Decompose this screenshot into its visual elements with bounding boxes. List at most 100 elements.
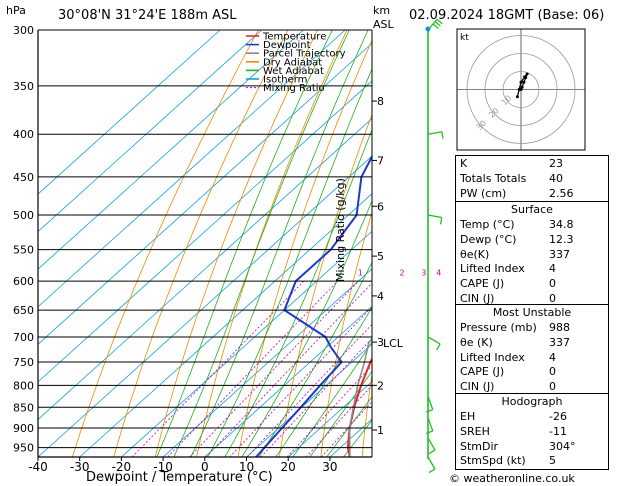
wind-barb-flag [441, 131, 444, 139]
hodograph-value: 304° [549, 439, 576, 453]
basic-index-key: K [460, 157, 468, 170]
mixing-ratio-label: 4 [436, 268, 441, 277]
wind-barb-flag [425, 409, 434, 413]
hpa-label: hPa [6, 4, 26, 17]
wind-barb-shaft [427, 131, 442, 135]
pressure-tick-label: 700 [13, 331, 34, 344]
basic-index-row: PW (cm) 2.56 [456, 187, 608, 202]
surface-key: Temp (°C) [460, 218, 515, 231]
km-tick-label: 6 [377, 200, 384, 213]
x-tick-label: -30 [70, 460, 90, 474]
isotherm-line [38, 30, 346, 308]
wind-barb-flag [434, 21, 441, 27]
mixing-ratio-line [260, 337, 372, 457]
wind-barb-shaft [427, 437, 436, 451]
surface-value: 0 [549, 277, 556, 291]
pressure-tick-label: 750 [13, 356, 34, 369]
mixing-ratio-line [305, 384, 372, 457]
x-tick-label: 0 [201, 460, 209, 474]
unstable-value: 0 [549, 365, 556, 379]
surface-row: Dewp (°C) 12.3 [456, 233, 608, 248]
mixing-ratio-axis-label: Mixing Ratio (g/kg) [334, 178, 347, 282]
x-tick-label: -10 [153, 460, 173, 474]
unstable-value: 988 [549, 321, 570, 334]
surface-value: 0 [549, 292, 556, 305]
surface-row: CIN (J) 0 [456, 292, 608, 307]
indices-panel-unstable: Most Unstable Pressure (mb) 988 θe (K) 337 L… [455, 304, 609, 396]
km-tick-label: 4 [377, 290, 384, 303]
hodograph-title: Hodograph [501, 395, 563, 408]
km-tick-label: 1 [377, 424, 384, 437]
hodograph-point [519, 80, 523, 84]
isotherm-line [246, 343, 372, 457]
isotherm-line [287, 380, 372, 457]
basic-index-row: Totals Totals 40 [456, 172, 608, 187]
pressure-tick-label: 900 [13, 422, 34, 435]
isotherm-line [38, 117, 372, 420]
pressure-tick-label: 650 [13, 304, 34, 317]
hodograph-ring [502, 71, 540, 108]
legend-entry: Wet Adiabat [263, 66, 324, 77]
mixing-ratio-label: 2 [400, 268, 405, 277]
surface-key: Dewp (°C) [460, 232, 517, 246]
wind-barb-shaft [427, 456, 436, 470]
km-tick-label: 5 [377, 250, 384, 263]
surface-value: 34.8 [549, 218, 574, 231]
surface-row: CAPE (J) 0 [456, 277, 608, 292]
isotherm-line [38, 30, 263, 233]
hodograph-ring [484, 53, 558, 126]
x-tick-label: 20 [281, 460, 296, 474]
pressure-tick-label: 450 [13, 171, 34, 184]
hodograph-value: -26 [549, 410, 567, 423]
wet-adiabat-line [343, 419, 372, 457]
indices-panel-hodograph: Hodograph EH -26 SREH -11 StmDir 304° StmSpd (… [455, 393, 609, 470]
km-tick-label: 2 [377, 379, 384, 392]
x-tick-label: 30 [322, 460, 337, 474]
unstable-row: θe (K) 337 [456, 336, 608, 351]
isotherm-line [38, 42, 372, 345]
unstable-key: Pressure (mb) [460, 321, 537, 334]
hodograph-key: EH [460, 410, 476, 423]
wind-barb-shaft [427, 417, 434, 432]
mixing-ratio-line [246, 323, 372, 457]
mixing-ratio-line [189, 280, 359, 457]
mixing-ratio-line [167, 280, 338, 457]
hodograph-row: EH -26 [456, 410, 608, 425]
hodograph-point [523, 75, 527, 79]
unstable-row: Lifted Index 4 [456, 351, 608, 366]
hodograph-key: StmDir [460, 439, 499, 453]
pressure-tick-label: 300 [13, 24, 34, 37]
hodograph-point [517, 88, 521, 91]
dry-adiabat-line [154, 30, 318, 457]
unstable-value: 0 [549, 380, 556, 394]
isotherm-line [204, 305, 372, 457]
x-axis-label: Dewpoint / Temperature (°C) [86, 470, 273, 485]
dry-adiabat-line [237, 39, 372, 457]
unstable-row: CIN (J) 0 [456, 380, 608, 395]
surface-value: 4 [549, 262, 556, 276]
wet-adiabat-line [309, 370, 372, 457]
surface-value: 12.3 [549, 232, 574, 246]
hodograph-ring [466, 35, 576, 144]
pressure-tick-label: 500 [13, 209, 34, 222]
mixing-ratio-line [321, 400, 372, 457]
profile-parcel-trajectory [348, 337, 372, 457]
basic-index-value: 23 [549, 157, 563, 170]
wind-barb [427, 437, 436, 455]
wind-barb [427, 214, 443, 225]
surface-title: Surface [511, 203, 553, 216]
wind-barb-flag [425, 430, 434, 434]
legend-entry: Isotherm [263, 75, 307, 86]
basic-index-value: 2.56 [549, 186, 574, 200]
surface-row: θe(K) 337 [456, 248, 608, 263]
lcl-label: LCL [383, 337, 404, 350]
hodograph-value: -11 [549, 424, 567, 438]
mixing-ratio-line [205, 282, 372, 457]
isotherm-line [121, 230, 372, 457]
unstable-title: Most Unstable [492, 306, 572, 319]
unstable-row: Pressure (mb) 988 [456, 321, 608, 336]
hodograph-row: SREH -11 [456, 425, 608, 440]
pressure-tick-label: 800 [13, 379, 34, 392]
unstable-key: CIN (J) [460, 380, 495, 394]
